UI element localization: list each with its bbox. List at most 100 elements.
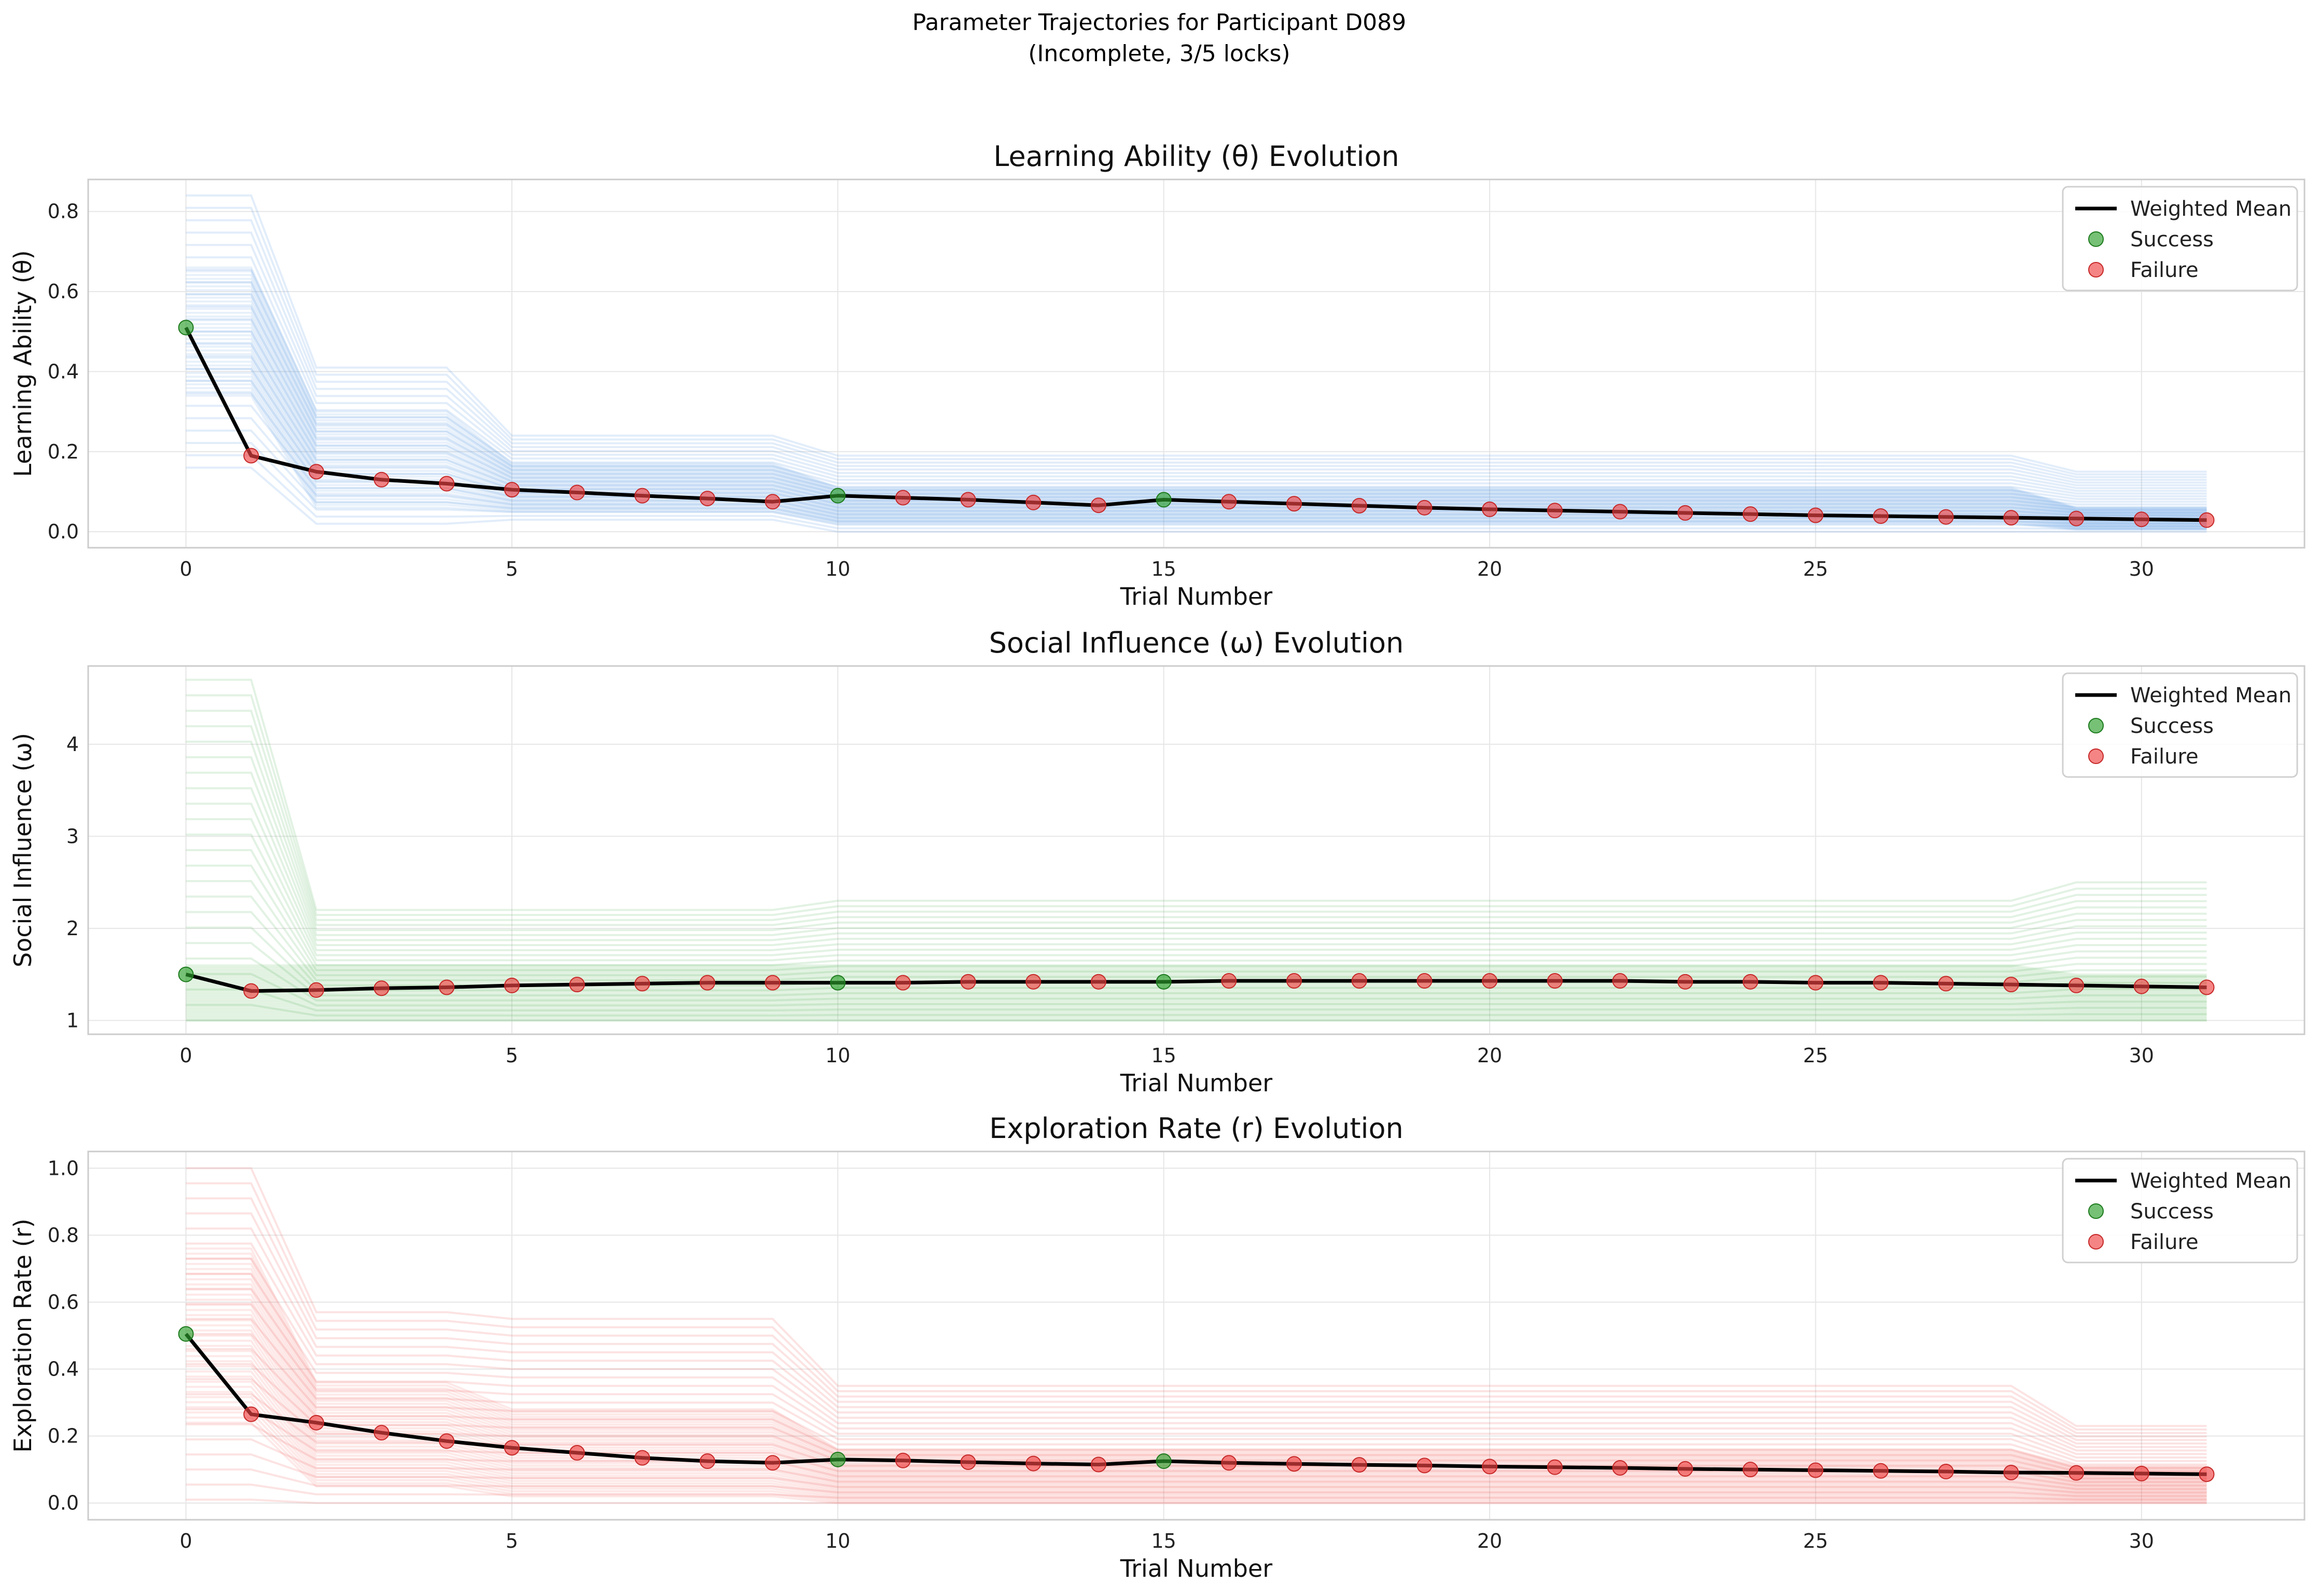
particle-trajectory xyxy=(186,355,2207,508)
failure-marker xyxy=(1938,976,1954,992)
particle-trajectory xyxy=(186,1287,2207,1455)
y-tick-label: 1 xyxy=(66,1009,79,1032)
failure-marker xyxy=(1351,497,1367,514)
legend-success-swatch xyxy=(2088,231,2104,247)
particle-trajectory xyxy=(186,1365,2207,1492)
x-tick-label: 0 xyxy=(179,558,192,580)
particle-trajectory xyxy=(186,1294,2207,1477)
particle-trajectory xyxy=(186,268,2207,489)
particle-trajectory xyxy=(186,231,2207,481)
legend-label: Success xyxy=(2130,1200,2214,1224)
particle-trajectory xyxy=(186,281,2207,511)
failure-marker xyxy=(1286,496,1302,512)
failure-marker xyxy=(1351,973,1367,989)
particle-trajectory xyxy=(186,1363,2207,1473)
x-axis-label: Trial Number xyxy=(1120,1069,1272,1097)
subplot-2: 0 5 10 15 20 25 30 1 2 3 4 Social Influence (ω) Evo… xyxy=(9,627,2306,1097)
particle-trajectory xyxy=(186,1009,2207,1014)
failure-marker xyxy=(308,982,324,998)
particle-trajectory xyxy=(186,326,2207,519)
particle-trajectory xyxy=(186,1438,2207,1490)
y-tick-label: 4 xyxy=(66,733,79,756)
failure-marker xyxy=(1286,1456,1302,1472)
legend-frame xyxy=(2062,186,2298,292)
particle-trajectory xyxy=(186,969,2207,980)
particle-trajectory xyxy=(186,1268,2207,1472)
particle-trajectory xyxy=(186,1483,2207,1501)
failure-marker xyxy=(1742,506,1758,522)
failure-marker xyxy=(1482,973,1498,989)
particle-trajectory xyxy=(186,834,2207,962)
legend: Weighted Mean Success Failure xyxy=(2062,672,2298,778)
particle-trajectory xyxy=(186,1288,2207,1476)
particle-trajectory xyxy=(186,972,2207,982)
particle-trajectory xyxy=(186,454,2207,530)
failure-marker xyxy=(1873,508,1889,524)
failure-marker xyxy=(634,488,650,504)
particle-trajectory xyxy=(186,285,2207,512)
particle-trajectory xyxy=(186,311,2207,517)
particle-trajectory xyxy=(186,1012,2207,1016)
particle-trajectory xyxy=(186,394,2207,531)
particle-trajectory xyxy=(186,300,2207,515)
particle-trajectory xyxy=(186,379,2207,529)
failure-marker xyxy=(699,975,715,991)
particle-trajectory xyxy=(186,880,2207,977)
success-marker xyxy=(1156,492,1172,508)
particle-trajectory xyxy=(186,293,2207,495)
y-tick-label: 0.8 xyxy=(48,1224,79,1246)
failure-marker xyxy=(895,975,911,991)
x-tick-label: 25 xyxy=(1803,1044,1828,1067)
weighted-mean-line xyxy=(184,1333,2207,1476)
x-tick-label: 5 xyxy=(506,558,518,580)
particle-trajectory xyxy=(186,1278,2207,1474)
particle-trajectory xyxy=(186,1016,2207,1019)
particle-trajectory xyxy=(186,219,2207,478)
particle-trajectory xyxy=(186,1319,2207,1482)
failure-marker xyxy=(439,979,455,995)
failure-marker xyxy=(765,975,781,991)
y-tick-label: 3 xyxy=(66,825,79,848)
particle-trajectory xyxy=(186,308,2207,516)
legend: Weighted Mean Success Failure xyxy=(2062,1158,2298,1264)
particle-trajectory xyxy=(186,849,2207,966)
failure-marker xyxy=(243,1406,259,1422)
x-axis-label: Trial Number xyxy=(1120,582,1272,610)
particle-trajectory xyxy=(186,429,2207,525)
particle-trajectory xyxy=(186,318,2207,500)
failure-marker xyxy=(634,1450,650,1466)
failure-marker xyxy=(439,476,455,492)
particle-trajectory xyxy=(186,194,2207,473)
failure-marker xyxy=(960,974,976,990)
particle-trajectory xyxy=(186,1401,2207,1500)
legend-label: Weighted Mean xyxy=(2130,1169,2292,1193)
x-tick-label: 30 xyxy=(2129,1044,2154,1067)
particle-trajectory xyxy=(186,1257,2207,1448)
success-marker xyxy=(830,975,846,991)
x-tick-label: 30 xyxy=(2129,558,2154,580)
particle-trajectory xyxy=(186,343,2207,506)
failure-marker xyxy=(1808,975,1824,991)
particle-trajectory xyxy=(186,725,2207,926)
failure-marker xyxy=(1612,504,1628,520)
weighted-mean-line xyxy=(184,326,2207,522)
failure-marker xyxy=(1221,494,1237,510)
failure-marker xyxy=(504,1440,520,1456)
legend-label: Failure xyxy=(2130,258,2199,282)
legend-failure-swatch xyxy=(2088,1234,2104,1250)
x-tick-label: 0 xyxy=(179,1530,192,1552)
particle-trajectory xyxy=(186,966,2207,977)
subplot-title: Social Influence (ω) Evolution xyxy=(989,627,1404,659)
particle-trajectory xyxy=(186,1253,2207,1468)
failure-marker xyxy=(243,448,259,464)
y-tick-label: 0.6 xyxy=(48,1290,79,1313)
success-marker xyxy=(830,1451,846,1467)
legend-label: Failure xyxy=(2130,1230,2199,1254)
particle-trajectory xyxy=(186,1011,2207,1015)
failure-marker xyxy=(569,484,585,501)
particle-trajectory xyxy=(186,1247,2207,1467)
particle-trajectory xyxy=(186,802,2207,951)
particle-trajectory xyxy=(186,319,2207,518)
particle-trajectory xyxy=(186,277,2207,511)
failure-marker xyxy=(1742,1462,1758,1478)
